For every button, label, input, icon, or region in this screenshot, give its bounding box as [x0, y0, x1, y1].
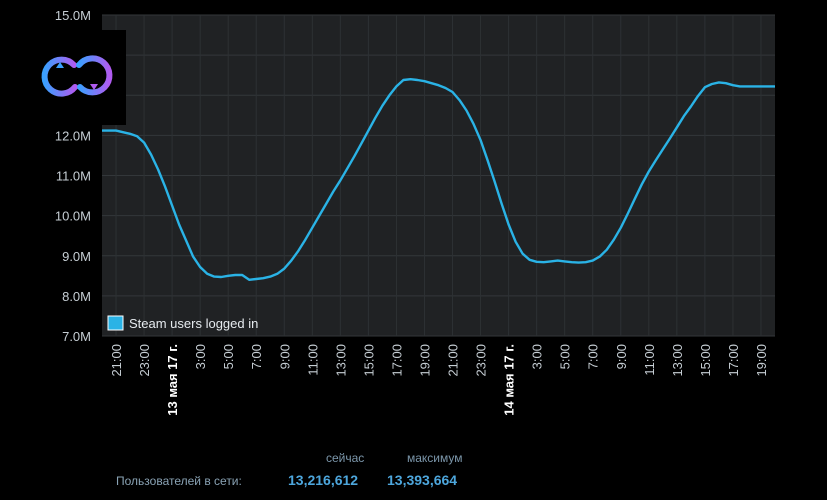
x-tick-label: 11:00: [305, 344, 320, 376]
x-tick-label: 21:00: [446, 344, 461, 377]
y-tick-label: 8.0M: [62, 289, 91, 304]
x-tick-label: 23:00: [137, 344, 152, 377]
x-tick-label: 3:00: [530, 344, 545, 369]
sync-logo-icon: [41, 55, 113, 97]
y-tick-label: 12.0M: [55, 128, 91, 143]
x-tick-label: 15:00: [698, 344, 713, 377]
stats-header-now: сейчас: [326, 451, 365, 465]
x-tick-label: 21:00: [109, 344, 124, 377]
y-tick-label: 9.0M: [62, 249, 91, 264]
x-tick-label: 5:00: [221, 344, 236, 369]
x-axis-ticks: 21:00 23:00 13 мая 17 г. 3:00 5:00 7:00 9:00 11…: [109, 344, 769, 416]
series-line: [102, 77, 775, 281]
series-layer: [102, 77, 775, 281]
x-tick-label: 7:00: [249, 344, 264, 369]
x-tick-label: 5:00: [558, 344, 573, 369]
x-tick-label: 13:00: [333, 344, 348, 377]
x-tick-label: 7:00: [586, 344, 601, 369]
stats-max-value: 13,393,664: [387, 472, 458, 488]
x-tick-label: 19:00: [754, 344, 769, 377]
stats-label: Пользователей в сети:: [116, 474, 242, 488]
x-tick-label-date: 14 мая 17 г.: [502, 344, 517, 416]
stats-now-value: 13,216,612: [288, 472, 359, 488]
x-tick-label: 23:00: [474, 344, 489, 377]
legend-label: Steam users logged in: [129, 316, 258, 331]
x-tick-label: 3:00: [193, 344, 208, 369]
stats-header-max: максимум: [407, 451, 463, 465]
y-tick-label: 15.0M: [55, 8, 91, 23]
x-tick-label: 15:00: [361, 344, 376, 377]
y-tick-label: 11.0M: [56, 169, 91, 184]
x-tick-label: 9:00: [614, 344, 629, 369]
x-tick-label: 11:00: [642, 344, 657, 376]
legend-swatch: [107, 315, 124, 331]
x-tick-label-date: 13 мая 17 г.: [165, 344, 180, 416]
x-tick-label: 13:00: [670, 344, 685, 377]
x-tick-label: 19:00: [417, 344, 432, 377]
y-tick-label: 7.0M: [62, 329, 91, 344]
x-tick-label: 17:00: [726, 344, 741, 377]
logo-box: [28, 30, 126, 125]
x-tick-label: 9:00: [277, 344, 292, 369]
legend: Steam users logged in: [107, 315, 258, 331]
y-tick-label: 10.0M: [55, 209, 91, 224]
grid-lines: [102, 14, 775, 337]
x-tick-label: 17:00: [389, 344, 404, 377]
steam-users-chart: 7.0M8.0M9.0M10.0M11.0M12.0M13.0M14.0M15.…: [55, 8, 775, 416]
